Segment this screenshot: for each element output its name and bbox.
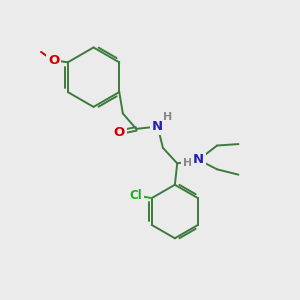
Text: N: N	[193, 153, 204, 166]
Text: N: N	[152, 120, 163, 133]
Text: Cl: Cl	[130, 189, 142, 202]
Text: O: O	[48, 54, 59, 67]
Text: O: O	[113, 126, 124, 139]
Text: H: H	[183, 158, 192, 168]
Text: H: H	[164, 112, 172, 122]
